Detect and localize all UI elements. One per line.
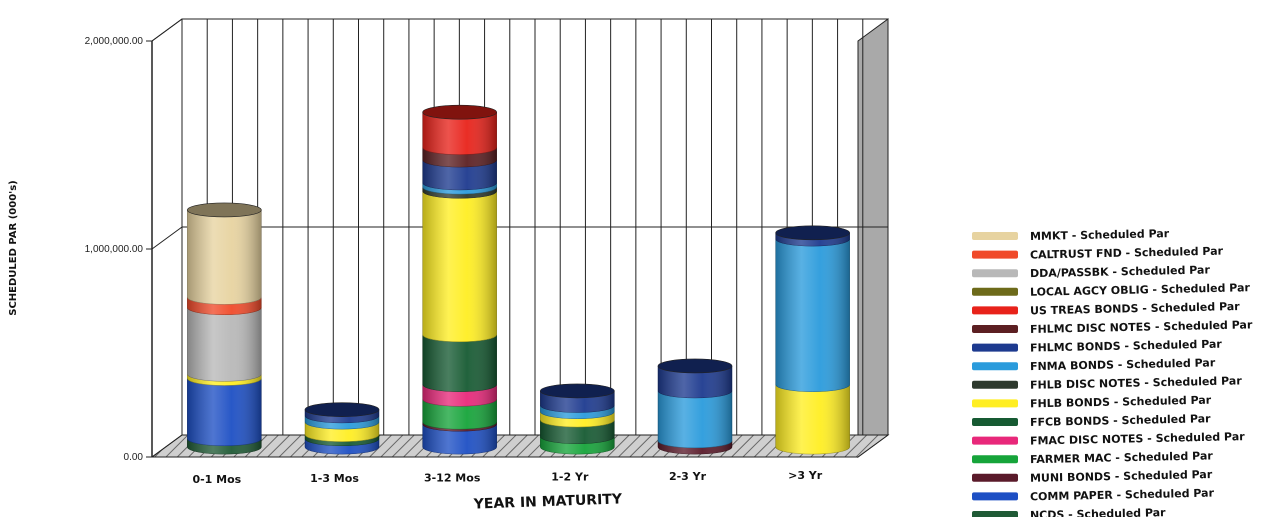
legend-swatch <box>972 287 1018 296</box>
legend-item: MMKT - Scheduled Par <box>972 227 1170 243</box>
legend-label: FHLMC DISC NOTES - Scheduled Par <box>1030 318 1253 336</box>
legend-label: LOCAL AGCY OBLIG - Scheduled Par <box>1030 281 1251 299</box>
bar-stack <box>422 104 497 455</box>
legend-swatch <box>972 232 1018 240</box>
legend-label: MMKT - Scheduled Par <box>1030 227 1170 243</box>
bar-top-cap <box>422 104 497 120</box>
legend-item: MUNI BONDS - Scheduled Par <box>972 468 1213 485</box>
legend-label: DDA/PASSBK - Scheduled Par <box>1030 263 1211 280</box>
bar-stack <box>304 402 380 455</box>
legend-item: LOCAL AGCY OBLIG - Scheduled Par <box>972 281 1251 299</box>
legend-label: FFCB BONDS - Scheduled Par <box>1030 412 1211 429</box>
bar-segment <box>422 334 497 392</box>
legend-item: FHLMC DISC NOTES - Scheduled Par <box>972 318 1253 336</box>
legend-swatch <box>972 250 1018 259</box>
legend-swatch <box>972 269 1018 278</box>
legend-label: NCDS - Scheduled Par <box>1030 506 1166 517</box>
legend-swatch <box>972 343 1018 352</box>
y-axis-title: SCHEDULED PAR (000's) <box>8 180 19 316</box>
bar-stack <box>657 358 733 455</box>
bar-segment <box>422 159 497 191</box>
x-tick-label: 2-3 Yr <box>669 470 707 483</box>
legend-item: FARMER MAC - Scheduled Par <box>972 449 1213 466</box>
bar-segment <box>657 365 733 399</box>
legend-swatch <box>972 492 1018 501</box>
legend-label: US TREAS BONDS - Scheduled Par <box>1030 300 1240 317</box>
bar-segment <box>422 423 497 455</box>
bar-top-cap <box>187 202 262 218</box>
bar-top-cap <box>775 225 850 241</box>
legend-swatch <box>972 399 1018 408</box>
legend-label: FMAC DISC NOTES - Scheduled Par <box>1030 430 1245 448</box>
bar-segment <box>422 399 497 430</box>
x-axis-title: YEAR IN MATURITY <box>472 491 623 512</box>
x-tick-label: 1-3 Mos <box>310 472 359 485</box>
legend-swatch <box>972 455 1018 464</box>
legend: MMKT - Scheduled Par CALTRUST FND - Sched… <box>972 227 1253 517</box>
legend-swatch <box>972 436 1018 445</box>
legend-label: FHLB DISC NOTES - Scheduled Par <box>1030 374 1243 391</box>
bar-stack <box>775 225 850 455</box>
legend-item: FHLB DISC NOTES - Scheduled Par <box>972 374 1243 392</box>
y-tick-label: 2,000,000.00 <box>85 36 144 47</box>
bar-top-cap <box>540 383 615 399</box>
bar-top-cap <box>657 358 733 374</box>
legend-label: MUNI BONDS - Scheduled Par <box>1030 468 1213 485</box>
y-axis: 0.00 1,000,000.00 2,000,000.00 <box>85 36 152 463</box>
legend-label: FHLB BONDS - Scheduled Par <box>1030 394 1212 411</box>
bar-segment <box>422 111 497 155</box>
x-tick-label: 0-1 Mos <box>192 473 241 486</box>
legend-swatch <box>972 380 1018 389</box>
legend-item: FMAC DISC NOTES - Scheduled Par <box>972 430 1245 448</box>
bar-segment <box>657 390 733 449</box>
bar-segment <box>422 191 497 343</box>
legend-swatch <box>972 325 1018 333</box>
legend-label: CALTRUST FND - Scheduled Par <box>1030 245 1224 262</box>
bar-segment <box>775 384 850 455</box>
bar-segment <box>187 378 262 447</box>
legend-swatch <box>972 418 1018 426</box>
legend-item: COMM PAPER - Scheduled Par <box>972 487 1215 504</box>
y-tick-label: 0.00 <box>124 452 144 463</box>
legend-label: FARMER MAC - Scheduled Par <box>1030 449 1214 466</box>
legend-label: FHLMC BONDS - Scheduled Par <box>1030 338 1223 355</box>
legend-item: FNMA BONDS - Scheduled Par <box>972 356 1216 373</box>
x-tick-label: 1-2 Yr <box>551 471 589 484</box>
bar-stack <box>540 383 615 455</box>
bar-stack <box>187 202 262 455</box>
legend-swatch <box>972 473 1018 482</box>
legend-label: FNMA BONDS - Scheduled Par <box>1030 356 1216 373</box>
legend-item: NCDS - Scheduled Par <box>972 506 1166 517</box>
legend-item: CALTRUST FND - Scheduled Par <box>972 245 1224 262</box>
x-tick-label: 3-12 Mos <box>424 471 481 484</box>
legend-item: FHLMC BONDS - Scheduled Par <box>972 338 1222 355</box>
legend-item: FHLB BONDS - Scheduled Par <box>972 394 1212 411</box>
y-tick-label: 1,000,000.00 <box>85 244 144 255</box>
bar-segment <box>187 209 262 305</box>
legend-item: FFCB BONDS - Scheduled Par <box>972 412 1211 429</box>
legend-item: US TREAS BONDS - Scheduled Par <box>972 300 1240 317</box>
x-tick-label: >3 Yr <box>788 469 823 482</box>
bar-segment <box>775 238 850 392</box>
legend-swatch <box>972 306 1018 315</box>
bars <box>187 104 850 455</box>
legend-item: DDA/PASSBK - Scheduled Par <box>972 263 1211 280</box>
legend-swatch <box>972 511 1018 517</box>
bar-top-cap <box>304 402 380 417</box>
bar-segment <box>187 307 262 382</box>
legend-label: COMM PAPER - Scheduled Par <box>1030 487 1215 504</box>
x-axis: 0-1 Mos 1-3 Mos 3-12 Mos 1-2 Yr 2-3 Yr >3 Yr <box>192 469 822 486</box>
legend-swatch <box>972 362 1018 371</box>
